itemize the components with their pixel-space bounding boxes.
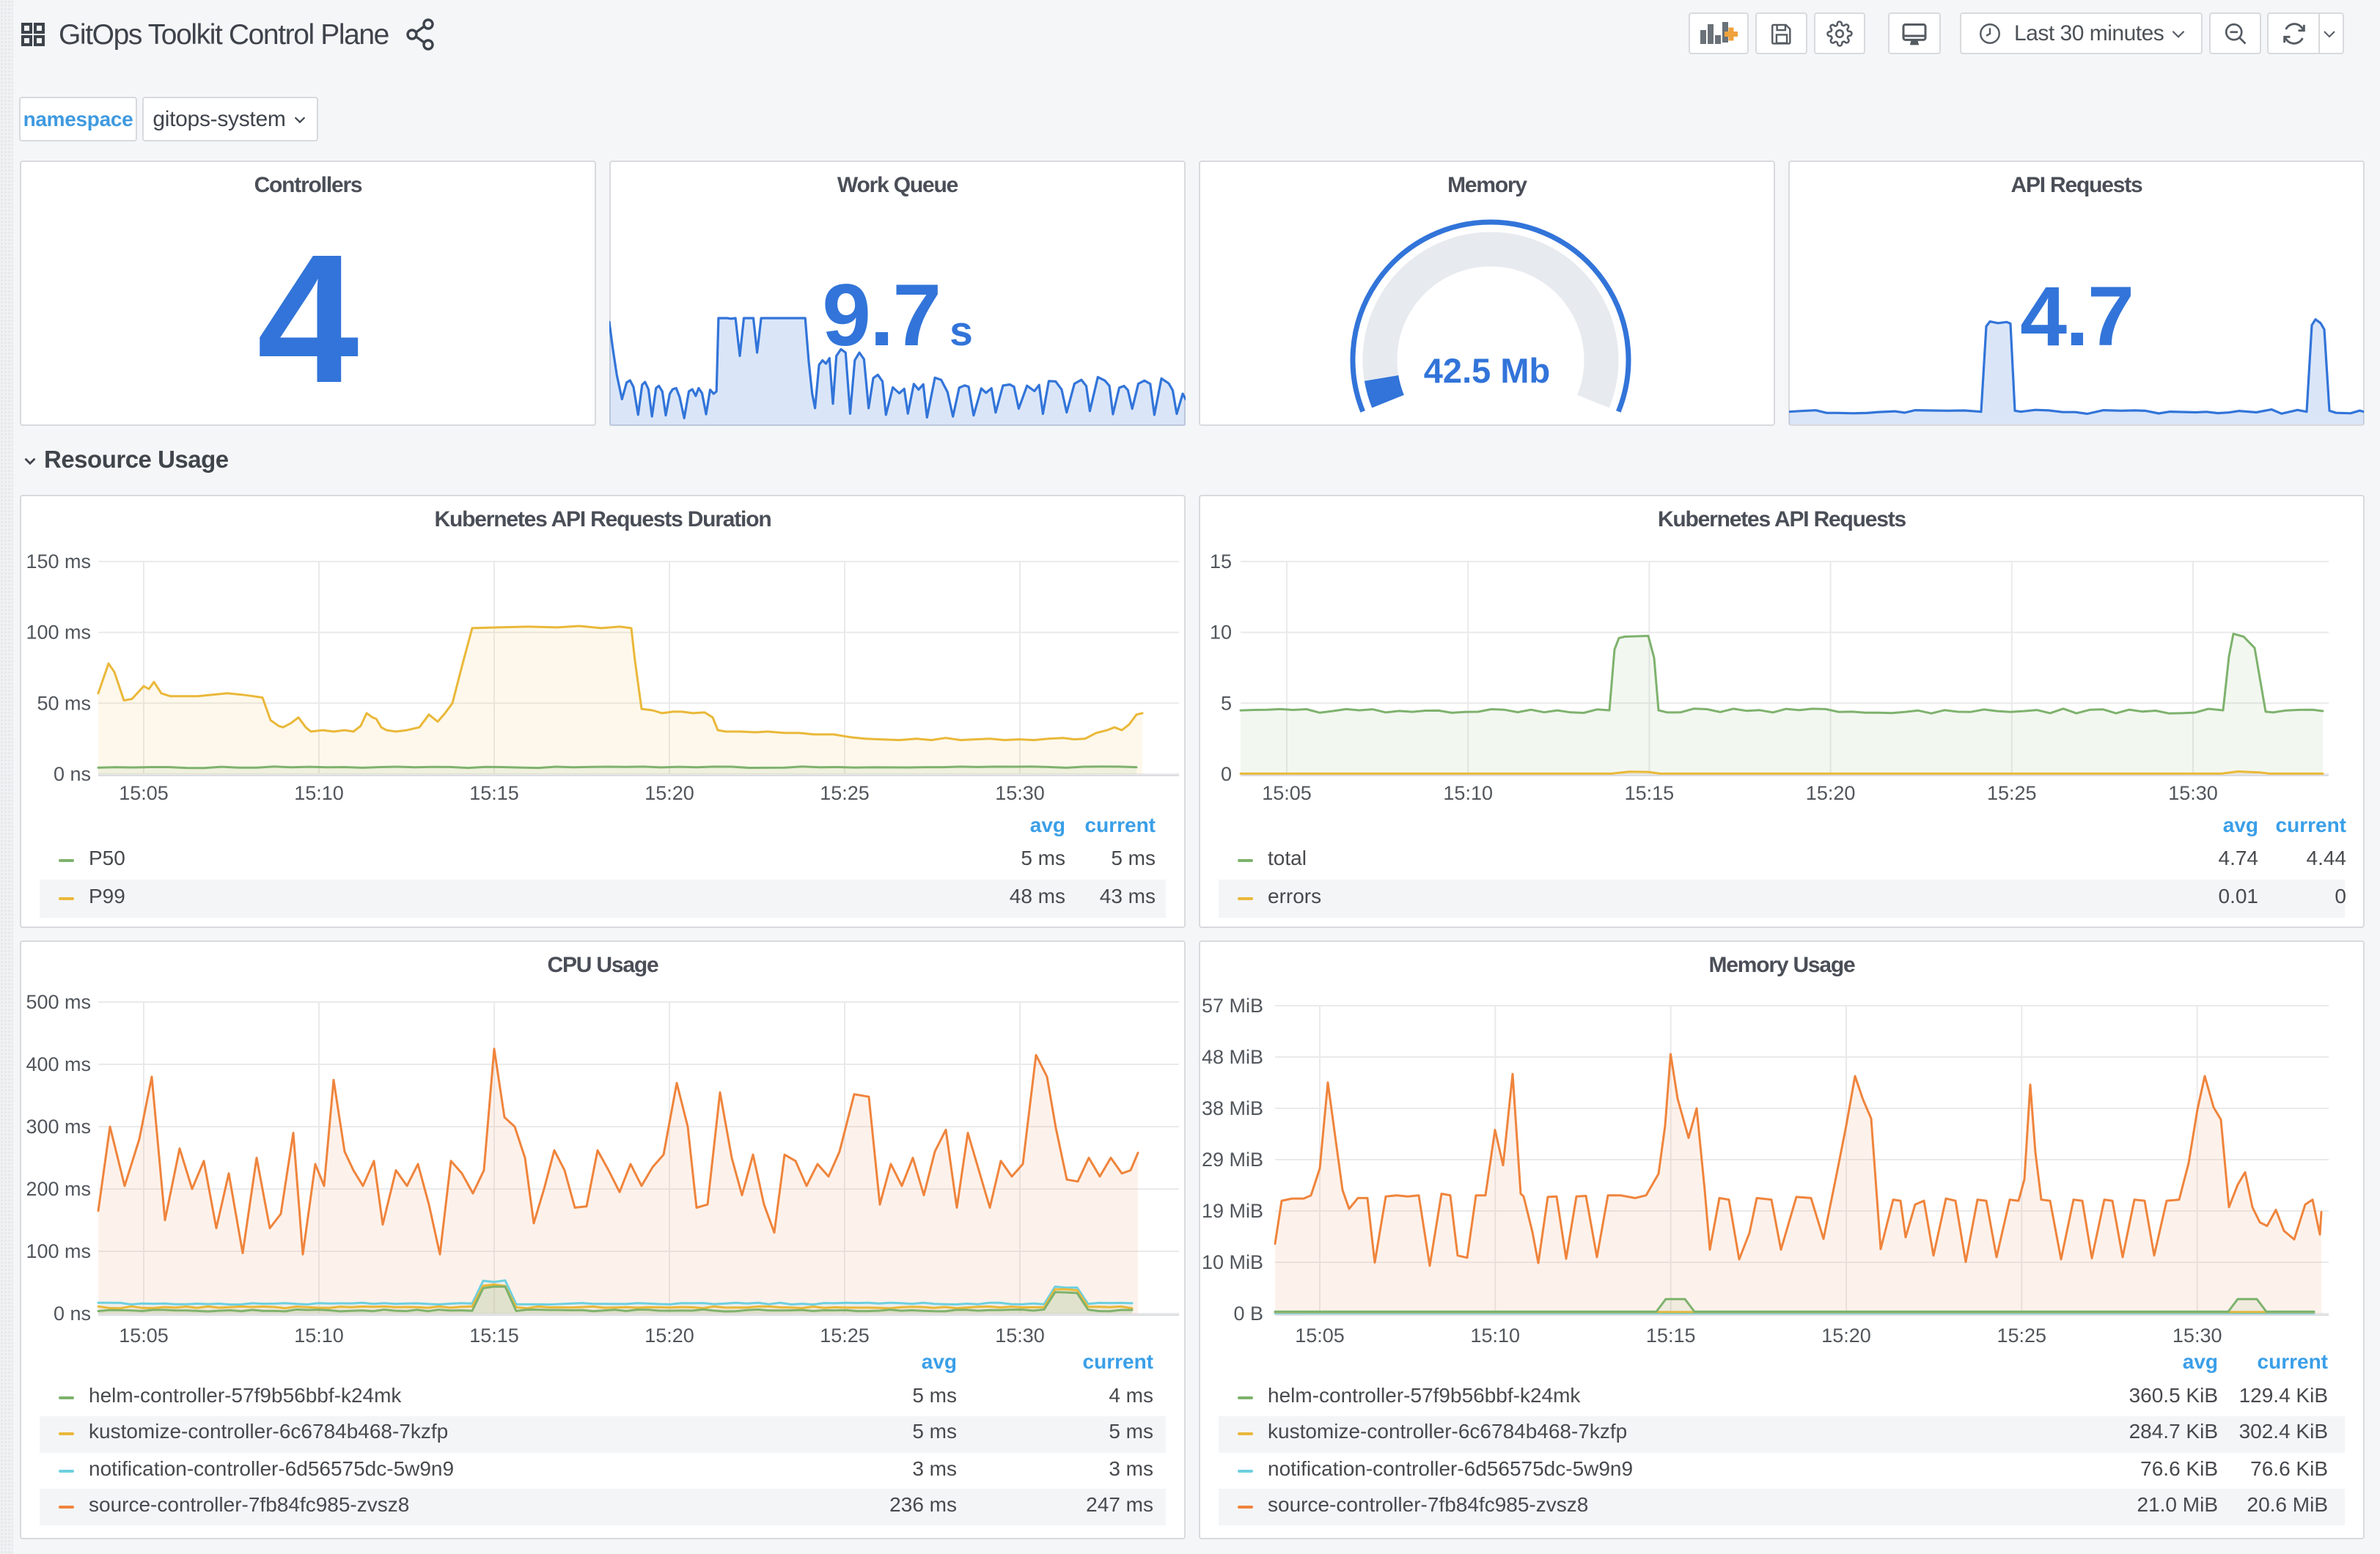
- svg-text:200 ms: 200 ms: [26, 1178, 91, 1200]
- svg-text:15:20: 15:20: [1821, 1325, 1871, 1347]
- svg-text:15:30: 15:30: [2168, 782, 2218, 804]
- svg-text:15:10: 15:10: [294, 782, 344, 804]
- svg-text:15:25: 15:25: [1997, 1325, 2047, 1347]
- svg-text:57 MiB: 57 MiB: [1202, 995, 1263, 1017]
- svg-text:15:05: 15:05: [119, 782, 169, 804]
- svg-text:500 ms: 500 ms: [26, 991, 91, 1013]
- svg-text:15:05: 15:05: [1295, 1325, 1345, 1347]
- svg-text:48 MiB: 48 MiB: [1202, 1046, 1263, 1068]
- svg-text:100 ms: 100 ms: [26, 622, 91, 644]
- svg-text:15:15: 15:15: [1646, 1325, 1696, 1347]
- svg-text:5: 5: [1221, 692, 1232, 714]
- svg-text:38 MiB: 38 MiB: [1202, 1097, 1263, 1119]
- svg-text:15:10: 15:10: [1471, 1325, 1521, 1347]
- svg-text:300 ms: 300 ms: [26, 1116, 91, 1138]
- svg-text:15:10: 15:10: [1443, 782, 1493, 804]
- svg-text:0 ns: 0 ns: [54, 763, 91, 785]
- svg-text:15:25: 15:25: [820, 782, 870, 804]
- svg-text:15:15: 15:15: [1625, 782, 1675, 804]
- svg-text:15:20: 15:20: [644, 782, 694, 804]
- svg-text:15:05: 15:05: [119, 1325, 169, 1347]
- svg-text:10 MiB: 10 MiB: [1202, 1251, 1263, 1273]
- svg-text:0 ns: 0 ns: [54, 1303, 91, 1325]
- svg-text:100 ms: 100 ms: [26, 1240, 91, 1262]
- svg-text:15:30: 15:30: [995, 1325, 1045, 1347]
- svg-text:150 ms: 150 ms: [26, 550, 91, 572]
- svg-text:15:20: 15:20: [644, 1325, 694, 1347]
- svg-text:0: 0: [1221, 763, 1232, 785]
- svg-text:50 ms: 50 ms: [37, 692, 91, 714]
- svg-text:15:20: 15:20: [1806, 782, 1856, 804]
- svg-text:15:30: 15:30: [2173, 1325, 2222, 1347]
- svg-text:29 MiB: 29 MiB: [1202, 1149, 1263, 1171]
- svg-text:0 B: 0 B: [1233, 1303, 1263, 1325]
- svg-text:15:05: 15:05: [1262, 782, 1312, 804]
- svg-text:15: 15: [1210, 550, 1232, 572]
- svg-text:15:15: 15:15: [469, 782, 519, 804]
- svg-text:15:25: 15:25: [1987, 782, 2037, 804]
- svg-text:400 ms: 400 ms: [26, 1053, 91, 1075]
- svg-text:15:25: 15:25: [820, 1325, 870, 1347]
- svg-text:15:15: 15:15: [469, 1325, 519, 1347]
- svg-text:10: 10: [1210, 622, 1232, 644]
- svg-text:15:10: 15:10: [294, 1325, 344, 1347]
- svg-text:15:30: 15:30: [995, 782, 1045, 804]
- svg-text:19 MiB: 19 MiB: [1202, 1200, 1263, 1222]
